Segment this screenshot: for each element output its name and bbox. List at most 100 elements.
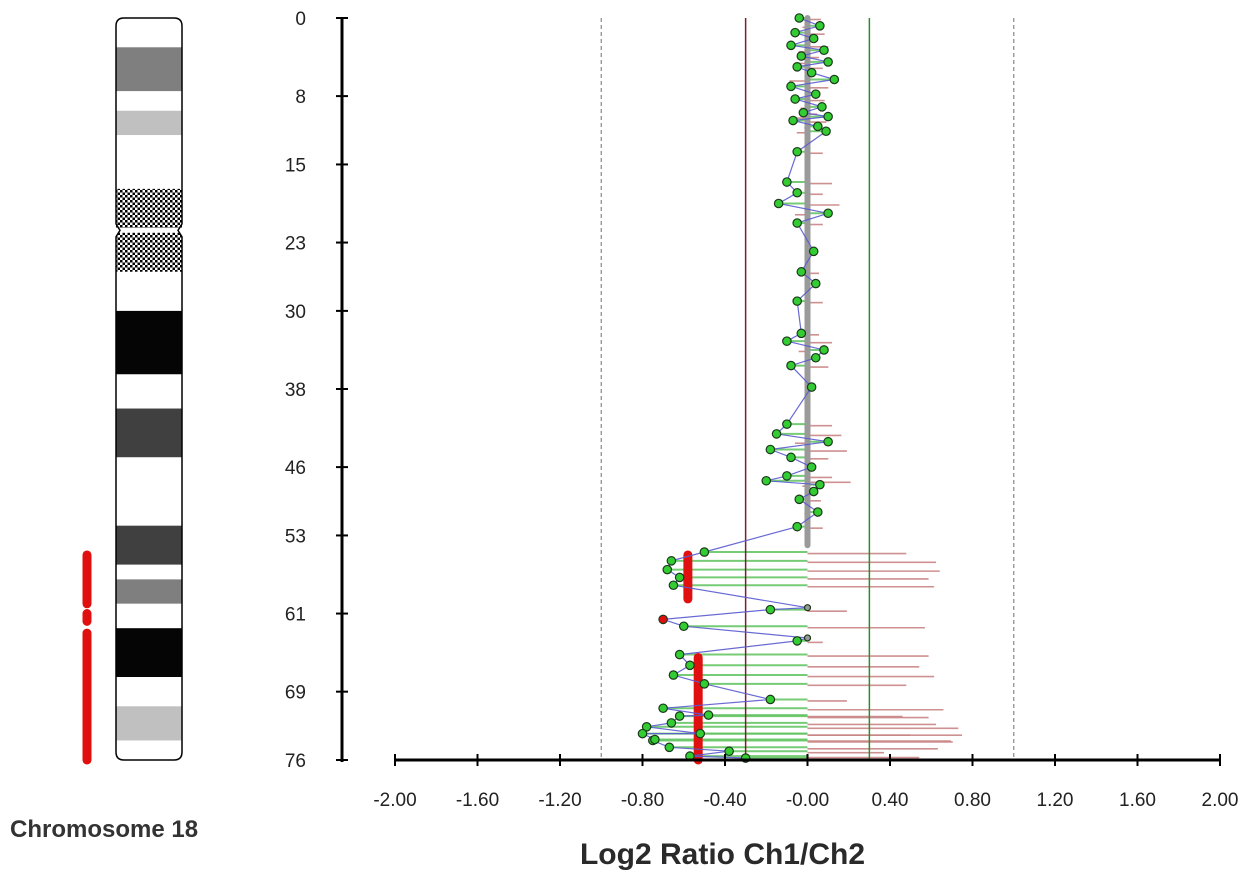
ideogram-band	[116, 408, 182, 458]
data-point	[813, 121, 823, 132]
data-point	[808, 33, 819, 44]
data-point	[699, 547, 710, 557]
data-point	[782, 419, 792, 429]
data-point	[782, 471, 792, 481]
data-point	[823, 57, 833, 67]
data-point	[808, 246, 819, 257]
data-point	[823, 111, 833, 122]
ideogram-band	[116, 188, 182, 228]
data-point	[786, 360, 796, 371]
data-point	[790, 94, 800, 104]
ideogram-outline	[115, 17, 183, 761]
data-point	[771, 429, 782, 439]
data-point	[821, 126, 831, 137]
data-point	[699, 679, 710, 689]
data-point	[808, 486, 819, 497]
data-point	[792, 296, 802, 306]
data-point	[658, 703, 668, 714]
data-point	[792, 218, 802, 228]
data-point	[765, 694, 776, 705]
ideogram-band	[116, 271, 182, 311]
data-point	[782, 177, 792, 187]
data-point	[664, 742, 675, 753]
y-tick-label: 61	[285, 605, 306, 626]
data-point	[810, 352, 821, 363]
data-point	[773, 198, 784, 209]
data-point	[786, 81, 796, 92]
data-points	[637, 13, 840, 763]
data-point	[792, 146, 802, 157]
x-tick-label: -2.00	[373, 790, 416, 811]
data-point	[786, 452, 796, 463]
y-tick-label: 23	[285, 234, 306, 255]
data-point	[806, 382, 817, 392]
data-point	[786, 40, 796, 51]
data-point	[819, 45, 829, 56]
y-tick-label: 76	[285, 751, 306, 772]
y-tick-label: 53	[285, 526, 306, 547]
segment-lines	[683, 15, 811, 765]
data-point	[819, 345, 829, 355]
data-point	[685, 660, 695, 671]
ideogram-band	[116, 457, 182, 526]
data-point	[674, 649, 685, 660]
x-tick-label: 1.60	[1119, 790, 1156, 811]
data-point	[765, 444, 776, 455]
x-axis-title: Log2 Ratio Ch1/Ch2	[579, 838, 865, 871]
data-point	[724, 746, 734, 757]
x-tick-label: -1.20	[538, 790, 581, 811]
data-point	[790, 27, 800, 38]
y-tick-label: 69	[285, 683, 306, 704]
data-point	[796, 51, 807, 61]
ideogram-band	[116, 706, 182, 741]
ideogram-band	[116, 18, 182, 48]
y-tick-label: 8	[295, 87, 306, 108]
data-point	[817, 102, 827, 112]
data-point	[658, 614, 668, 625]
data-point	[792, 187, 802, 198]
data-point	[761, 475, 772, 486]
data-point	[796, 328, 807, 339]
data-point	[796, 267, 807, 277]
data-point	[662, 564, 673, 575]
data-point	[815, 21, 825, 31]
data-point	[637, 728, 648, 739]
data-point	[798, 107, 809, 118]
ideogram-band	[116, 677, 182, 707]
chromosome-ideogram	[115, 17, 183, 761]
x-tick-label: 0.40	[872, 790, 909, 811]
x-tick-label: -0.40	[703, 790, 746, 811]
reference-lines	[600, 18, 1015, 760]
data-point	[674, 572, 685, 583]
axes: 0 8 15 23 30 38 46 53 61 69 76 -2.00 -1.60 -1.20 -0.80…	[285, 9, 1239, 811]
ideogram-band	[116, 564, 182, 580]
ideogram-band	[116, 740, 182, 760]
data-point	[674, 711, 685, 721]
ideogram-band	[116, 310, 182, 375]
y-tick-label: 15	[285, 155, 306, 176]
data-point	[695, 728, 706, 739]
data-point	[803, 604, 812, 612]
log-ratio-bars	[642, 17, 962, 761]
ideogram-band	[116, 628, 182, 678]
data-point	[782, 336, 792, 346]
x-tick-label: -0.00	[786, 790, 829, 811]
x-tick-label: -1.60	[456, 790, 499, 811]
x-tick-label: -0.80	[621, 790, 664, 811]
data-point	[823, 208, 833, 219]
data-point	[641, 722, 652, 732]
ideogram-band	[116, 374, 182, 409]
x-tick-label: 1.20	[1037, 790, 1074, 811]
data-point	[806, 67, 817, 78]
y-tick-label: 30	[285, 302, 306, 323]
data-point	[650, 734, 660, 745]
ideogram-band	[116, 579, 182, 604]
data-point	[792, 636, 802, 646]
data-point	[810, 278, 821, 289]
data-point	[829, 74, 840, 85]
y-tick-label: 0	[295, 9, 306, 30]
data-point	[703, 710, 714, 720]
x-tick-label: 0.80	[954, 790, 991, 811]
data-point	[794, 13, 805, 23]
